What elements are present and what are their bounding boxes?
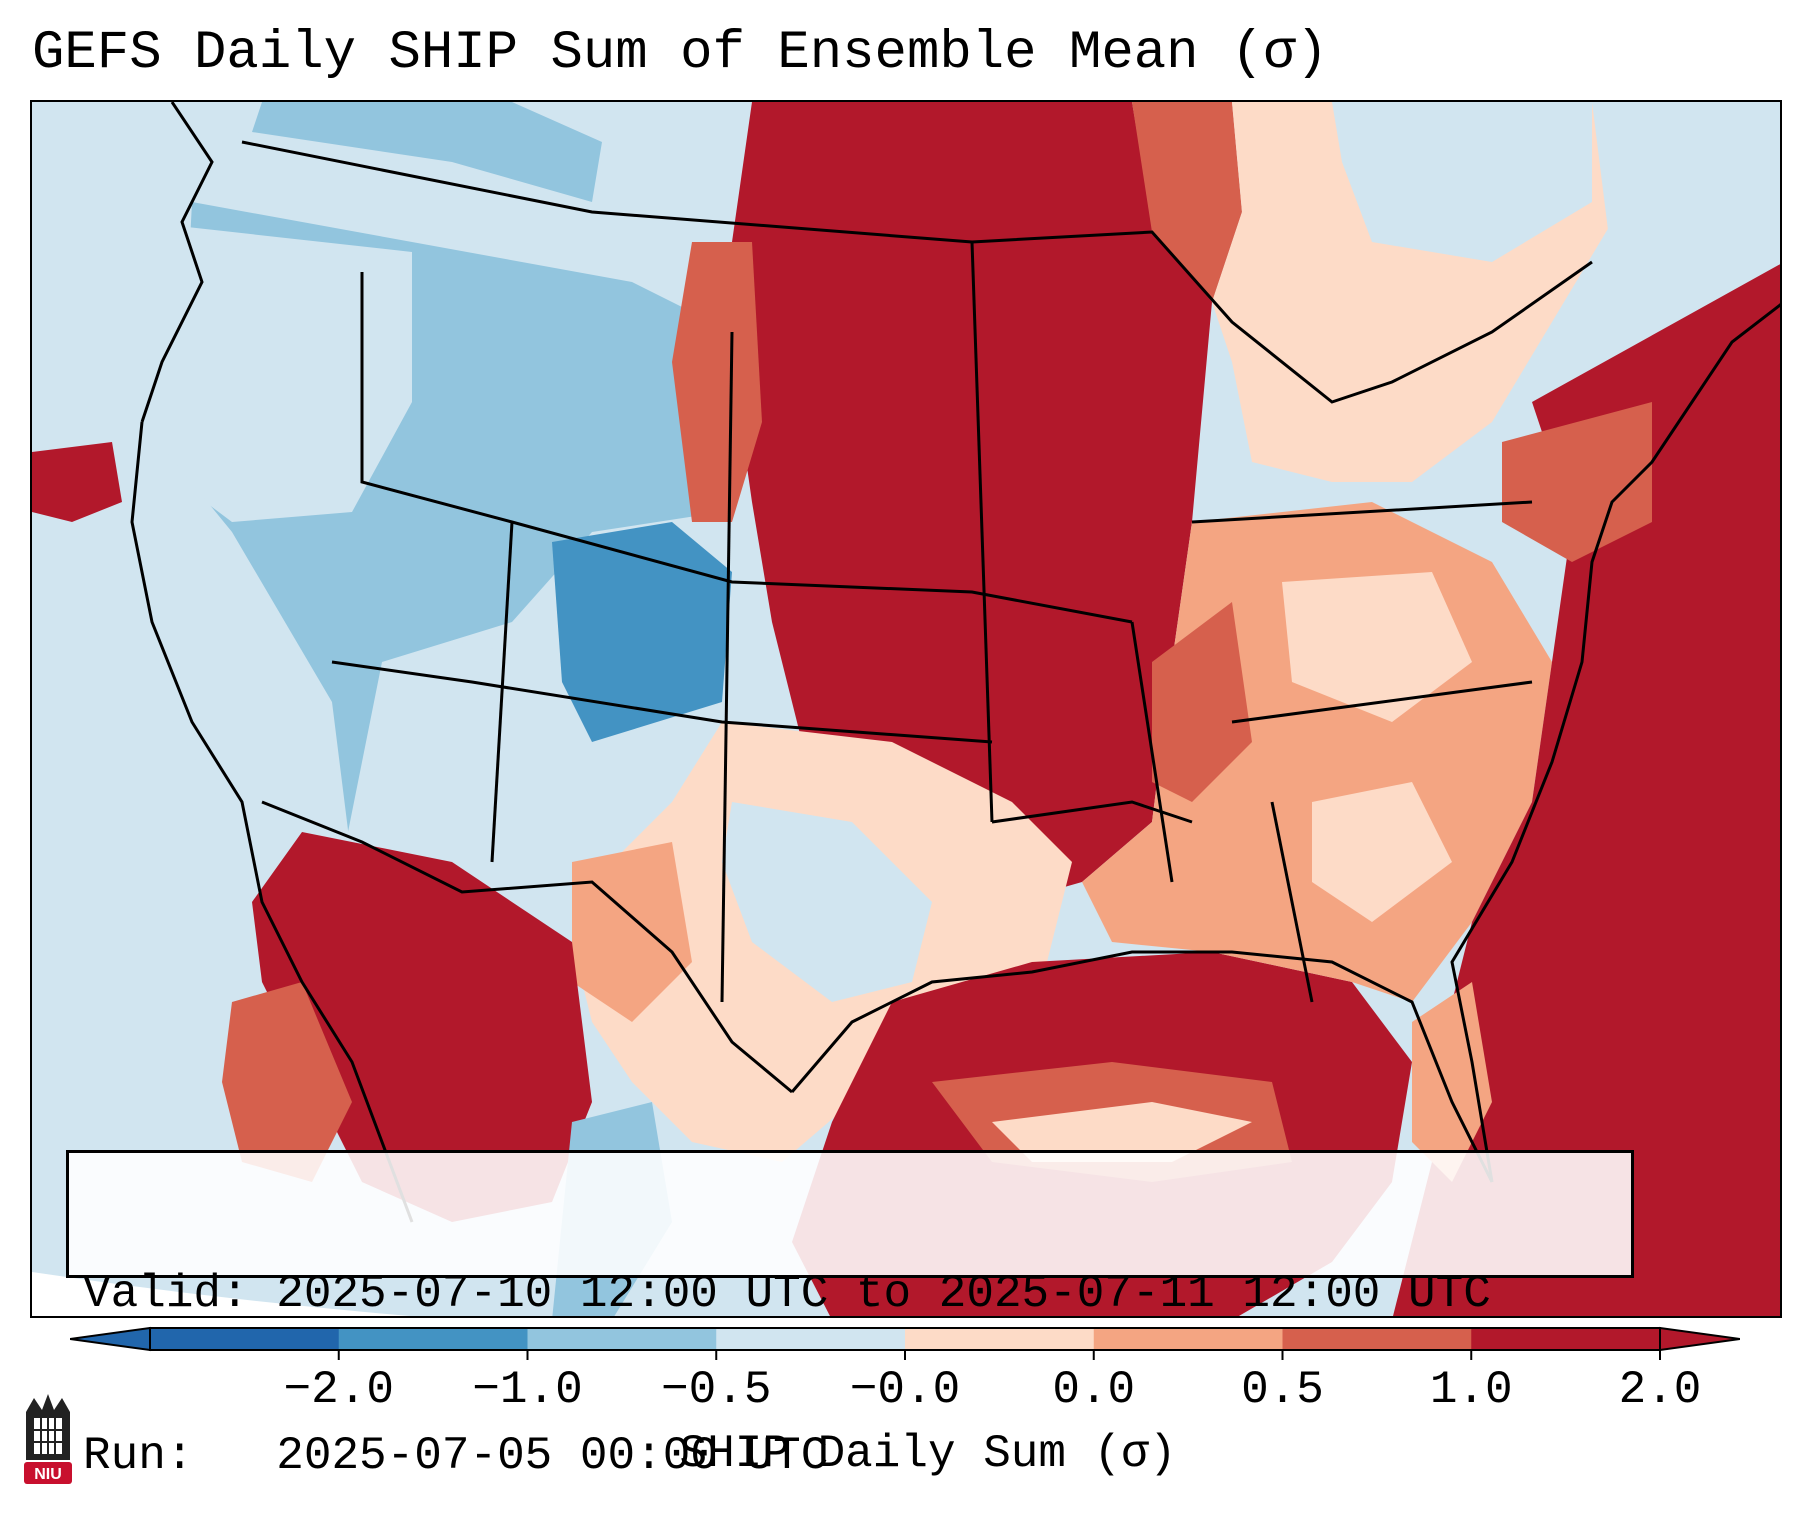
region-florida <box>1412 982 1492 1182</box>
colorbar-segment <box>905 1328 1095 1350</box>
colorbar-segment <box>150 1328 340 1350</box>
colorbar-segment <box>338 1328 528 1350</box>
state-line-7 <box>1191 500 1533 524</box>
colorbar-segments <box>70 1326 1740 1352</box>
region-texas-blue <box>722 802 932 1002</box>
colorbar-extend-high <box>1659 1326 1740 1352</box>
niu-logo-text: NIU <box>34 1466 62 1483</box>
region-gulf-light <box>992 1102 1252 1162</box>
region-carolinas-light <box>1312 782 1452 922</box>
region-atlantic-coast-band <box>1502 402 1652 562</box>
region-pacific-northwest <box>142 222 412 522</box>
region-minnesota-edge <box>1132 102 1242 302</box>
state-line-8 <box>1231 680 1533 724</box>
region-ohio-valley <box>1152 602 1252 802</box>
state-line-6 <box>1130 621 1174 883</box>
colorbar-label: SHIP Daily Sum (σ) <box>679 1428 1177 1480</box>
colorbar-ticks <box>337 1350 1661 1360</box>
canada-border-east <box>971 230 1593 404</box>
colorbar-tick-label: −0.0 <box>849 1364 961 1416</box>
colorbar-tick-label: −2.0 <box>283 1364 394 1416</box>
region-four-corners <box>552 522 732 742</box>
state-line-3 <box>720 331 734 1003</box>
colorbar-segment <box>1093 1328 1283 1350</box>
state-line-10 <box>1270 801 1314 1003</box>
region-bc-blue <box>252 102 602 202</box>
region-california <box>132 422 352 902</box>
colorbar-tick-label: 1.0 <box>1429 1364 1513 1416</box>
colorbar-segment <box>1471 1328 1661 1350</box>
colorbar-segment <box>716 1328 906 1350</box>
colorbar-tick-label: 2.0 <box>1618 1364 1702 1416</box>
region-appalachia-light <box>1282 572 1472 722</box>
region-new-mexico-salmon <box>572 842 692 1022</box>
colorbar <box>70 1326 1740 1360</box>
colorbar-segment <box>1282 1328 1472 1350</box>
west-coast-south <box>130 421 414 1223</box>
state-line-9 <box>331 660 993 744</box>
colorbar-tick-label: −1.0 <box>472 1364 583 1416</box>
region-canada-east <box>1332 102 1592 262</box>
gulf-coast <box>790 950 1494 1183</box>
niu-logo-banner <box>24 1462 72 1484</box>
map-title: GEFS Daily SHIP Sum of Ensemble Mean (σ) <box>32 23 1329 84</box>
mexico-border <box>261 800 793 1094</box>
valid-run-info-box: Valid: 2025-07-10 12:00 UTC to 2025-07-1… <box>66 1150 1634 1482</box>
run-time-text: Run: 2025-07-05 00:00 UTC <box>83 1430 829 1482</box>
map-canvas <box>32 102 1780 1316</box>
state-line-2 <box>490 521 514 863</box>
niu-logo: NIU <box>24 1394 72 1484</box>
region-pacific-patch <box>32 442 122 522</box>
state-line-1 <box>360 272 1133 624</box>
region-atlantic <box>1393 264 1780 1316</box>
state-line-4 <box>970 241 994 823</box>
region-plains-west-edge <box>672 242 762 522</box>
boundaries <box>130 102 1780 1223</box>
region-baja-edge <box>222 982 352 1182</box>
valid-time-text: Valid: 2025-07-10 12:00 UTC to 2025-07-1… <box>83 1268 1491 1320</box>
region-central-plains <box>732 102 1212 902</box>
colorbar-extend-low <box>70 1326 151 1352</box>
state-line-5 <box>991 800 1193 824</box>
colorbar-tick-label: 0.0 <box>1052 1364 1136 1416</box>
colorbar-tick-label: 0.5 <box>1241 1364 1324 1416</box>
atlantic-coast <box>1450 303 1780 1183</box>
west-coast-north <box>140 102 214 423</box>
map-panel <box>30 100 1782 1318</box>
colorbar-tick-label: −0.5 <box>661 1364 772 1416</box>
colorbar-segment <box>527 1328 717 1350</box>
canada-border-west <box>241 140 973 244</box>
